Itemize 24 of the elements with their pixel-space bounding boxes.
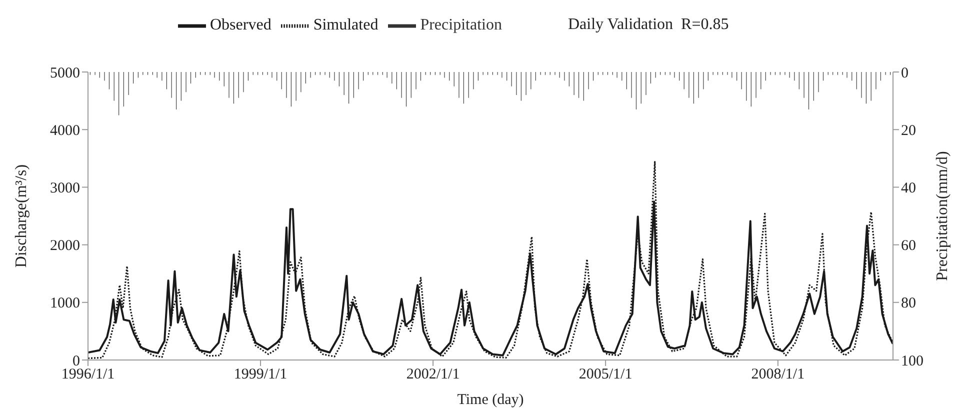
y2-axis-title: Precipitation(mm/d) — [934, 151, 951, 281]
x-tick-label: 1999/1/1 — [234, 366, 288, 383]
y-tick-label: 5000 — [50, 65, 80, 82]
x-tick-label: 2008/1/1 — [751, 366, 805, 383]
y2-tick-label: 40 — [901, 180, 916, 197]
y2-tick-label: 0 — [901, 65, 908, 82]
y2-tick-label: 80 — [901, 296, 916, 312]
y-tick-label: 1000 — [50, 296, 80, 312]
y2-tick-label: 100 — [901, 353, 924, 370]
chart-title: Daily Validation R=0.85 — [568, 16, 729, 34]
x-tick-label: 1996/1/1 — [61, 366, 115, 383]
x-tick-label: 2005/1/1 — [578, 366, 632, 383]
y2-tick-label: 20 — [901, 122, 916, 139]
y-tick-label: 3000 — [50, 180, 80, 197]
x-tick-label: 2002/1/1 — [406, 366, 460, 383]
legend-label: Observed — [210, 16, 272, 34]
legend-label: Precipitation — [420, 16, 502, 34]
x-axis-title: Time (day) — [457, 392, 524, 408]
y-tick-label: 0 — [72, 353, 80, 370]
y-axis-title: Discharge(m³/s) — [13, 164, 30, 268]
legend-label: Simulated — [313, 16, 378, 34]
y-tick-label: 4000 — [50, 122, 80, 139]
y-tick-label: 2000 — [50, 238, 80, 254]
y2-tick-label: 60 — [901, 238, 916, 254]
